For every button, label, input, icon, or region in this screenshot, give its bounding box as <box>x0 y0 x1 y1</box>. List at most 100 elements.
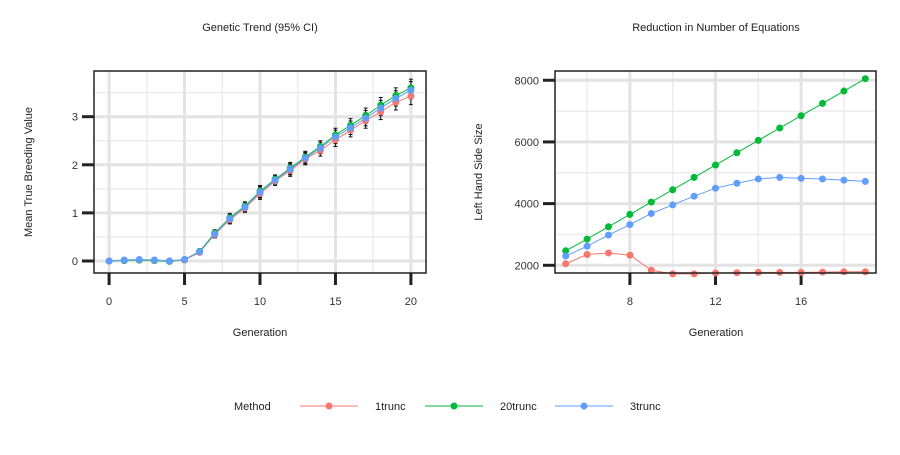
genetic-trend-x-tick-label: 15 <box>329 296 341 308</box>
genetic-trend-series <box>105 78 415 265</box>
legend-marker-1trunc <box>325 402 333 410</box>
lhs-size-point-3trunc <box>647 209 655 217</box>
lhs-size-x-axis: 8 12 16 <box>627 273 807 308</box>
lhs-size-point-20trunc <box>562 247 570 255</box>
lhs-size-y-tick-label: 2000 <box>515 260 539 272</box>
genetic-trend-grid <box>94 71 426 273</box>
legend: Method 1trunc 20trunc 3trunc <box>234 401 661 413</box>
lhs-size-point-3trunc <box>754 175 762 183</box>
lhs-size-y-tick-label: 8000 <box>515 75 539 87</box>
lhs-size-point-20trunc <box>712 161 719 169</box>
legend-marker-20trunc <box>450 402 458 410</box>
legend-title: Method <box>234 401 271 413</box>
lhs-size-point-3trunc <box>861 177 869 185</box>
genetic-trend-point-3trunc <box>362 114 370 122</box>
genetic-trend-y-tick-label: 0 <box>72 256 78 268</box>
lhs-size-point-3trunc <box>562 252 570 260</box>
lhs-size-x-tick-label: 12 <box>709 296 721 308</box>
legend-marker-3trunc <box>580 402 588 410</box>
genetic-trend-point-3trunc <box>165 257 173 265</box>
legend-item-1trunc: 1trunc <box>300 401 406 413</box>
genetic-trend-point-3trunc <box>196 248 204 256</box>
legend-label-20trunc: 20trunc <box>500 401 537 413</box>
lhs-size-point-1trunc <box>819 268 826 276</box>
genetic-trend-y-label: Mean True Breeding Value <box>23 107 35 237</box>
lhs-size-x-tick-label: 16 <box>795 296 807 308</box>
lhs-size-point-3trunc <box>840 176 848 184</box>
genetic-trend-y-tick-label: 1 <box>72 208 78 220</box>
lhs-size-point-20trunc <box>819 99 826 107</box>
genetic-trend-point-3trunc <box>181 256 189 264</box>
lhs-size-point-3trunc <box>797 174 805 182</box>
lhs-size-point-3trunc <box>583 242 591 250</box>
genetic-trend-title: Genetic Trend (95% CI) <box>202 22 318 34</box>
lhs-size-panel: Reduction in Number of Equations 2000 400… <box>473 22 877 339</box>
genetic-trend-point-3trunc <box>392 94 400 102</box>
legend-label-1trunc: 1trunc <box>375 401 406 413</box>
genetic-trend-point-3trunc <box>407 86 415 94</box>
genetic-trend-point-3trunc <box>301 154 309 162</box>
genetic-trend-point-3trunc <box>377 104 385 112</box>
legend-label-3trunc: 3trunc <box>630 401 661 413</box>
lhs-size-frame <box>554 70 877 274</box>
lhs-size-point-20trunc <box>797 112 805 120</box>
lhs-size-point-20trunc <box>754 136 762 144</box>
lhs-size-point-1trunc <box>605 249 612 257</box>
genetic-trend-point-3trunc <box>331 133 339 141</box>
lhs-size-point-3trunc <box>733 179 741 187</box>
lhs-size-point-20trunc <box>776 124 784 132</box>
lhs-size-point-20trunc <box>626 210 634 218</box>
lhs-size-point-3trunc <box>690 192 698 200</box>
lhs-size-point-20trunc <box>861 75 869 83</box>
lhs-size-title: Reduction in Number of Equations <box>632 22 800 34</box>
genetic-trend-x-tick-label: 0 <box>106 296 112 308</box>
legend-item-3trunc: 3trunc <box>555 401 661 413</box>
genetic-trend-x-tick-label: 5 <box>181 296 187 308</box>
lhs-size-point-3trunc <box>819 175 826 183</box>
lhs-size-x-label: Generation <box>689 327 743 339</box>
genetic-trend-point-3trunc <box>105 257 113 265</box>
lhs-size-point-1trunc <box>669 270 677 278</box>
genetic-trend-point-3trunc <box>316 144 324 152</box>
genetic-trend-x-tick-label: 10 <box>254 296 266 308</box>
lhs-size-y-tick-label: 6000 <box>515 137 539 149</box>
lhs-size-point-1trunc <box>861 268 869 276</box>
genetic-trend-point-1trunc <box>407 92 415 100</box>
lhs-size-point-1trunc <box>647 266 655 274</box>
genetic-trend-x-axis: 0 5 10 15 20 <box>106 273 417 308</box>
lhs-size-point-20trunc <box>669 186 677 194</box>
genetic-trend-point-3trunc <box>150 256 158 264</box>
genetic-trend-y-tick-label: 2 <box>72 160 78 172</box>
genetic-trend-point-3trunc <box>226 215 234 223</box>
genetic-trend-point-3trunc <box>135 256 143 264</box>
lhs-size-point-20trunc <box>733 149 741 157</box>
lhs-size-point-20trunc <box>690 173 698 181</box>
lhs-size-point-3trunc <box>776 173 784 181</box>
genetic-trend-point-3trunc <box>241 203 249 211</box>
lhs-size-point-1trunc <box>562 260 570 268</box>
lhs-size-y-tick-label: 4000 <box>515 199 539 211</box>
legend-item-20trunc: 20trunc <box>425 401 537 413</box>
genetic-trend-point-3trunc <box>211 230 219 238</box>
genetic-trend-panel: Genetic Trend (95% CI) 0 1 2 3 0 5 10 15 20 Gen… <box>23 22 427 339</box>
lhs-size-grid <box>555 71 876 273</box>
lhs-size-y-axis: 2000 4000 6000 8000 <box>515 75 555 272</box>
lhs-size-point-3trunc <box>669 201 677 209</box>
lhs-size-point-1trunc <box>690 270 698 278</box>
lhs-size-point-1trunc <box>840 268 848 276</box>
lhs-size-point-20trunc <box>605 223 612 231</box>
lhs-size-point-3trunc <box>712 184 719 192</box>
genetic-trend-point-3trunc <box>271 176 279 184</box>
lhs-size-point-3trunc <box>605 231 612 239</box>
genetic-trend-y-axis: 0 1 2 3 <box>72 112 94 268</box>
lhs-size-point-1trunc <box>583 250 591 258</box>
genetic-trend-frame <box>93 70 427 274</box>
lhs-size-point-20trunc <box>583 235 591 243</box>
lhs-size-y-label: Left Hand Side Size <box>473 123 485 220</box>
genetic-trend-point-3trunc <box>120 256 128 264</box>
genetic-trend-y-tick-label: 3 <box>72 112 78 124</box>
lhs-size-point-1trunc <box>626 251 634 259</box>
lhs-size-point-3trunc <box>626 221 634 229</box>
